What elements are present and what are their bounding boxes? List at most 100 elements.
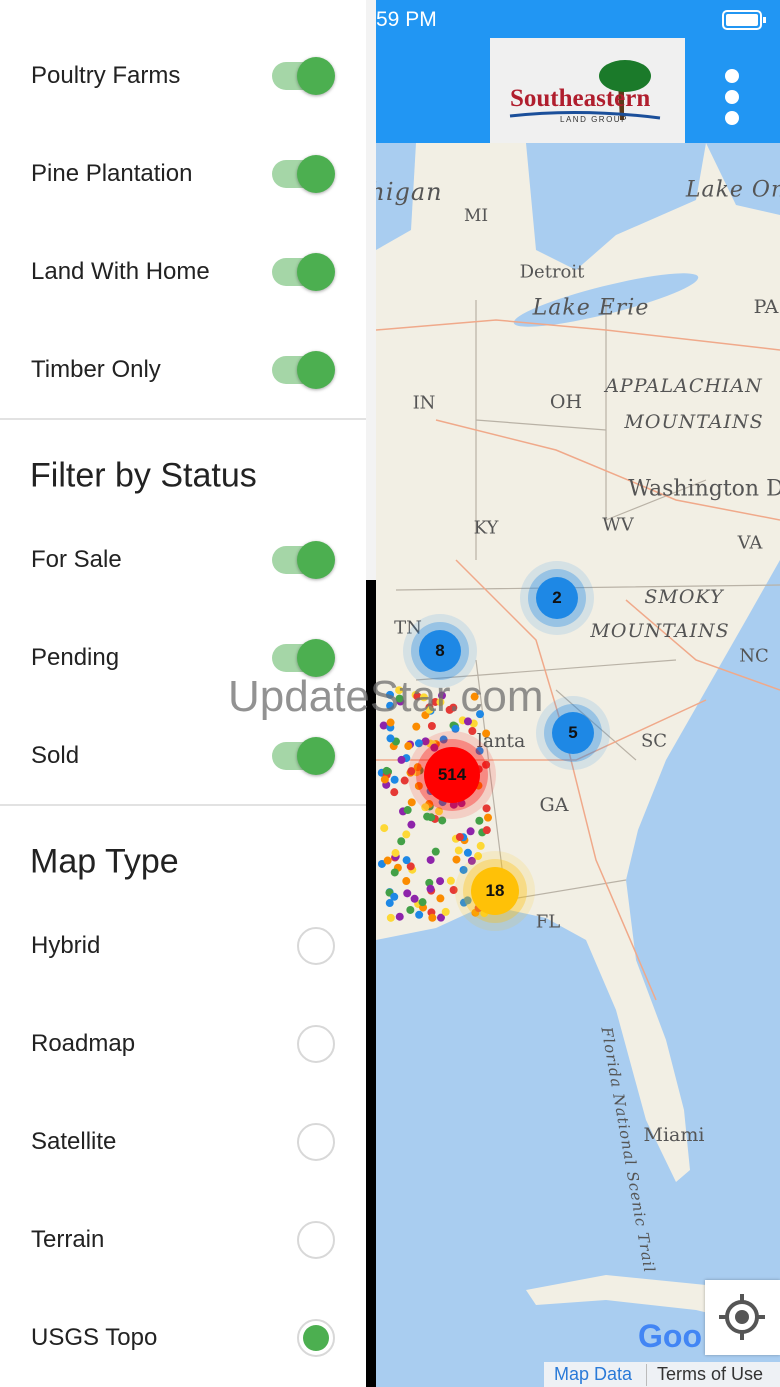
listing-dot: [390, 775, 399, 784]
cluster-marker[interactable]: 8: [419, 630, 461, 672]
listing-dot: [484, 813, 493, 822]
radio-dot: [303, 1325, 329, 1351]
cluster-marker[interactable]: 514: [424, 747, 480, 803]
listing-dot: [427, 813, 436, 822]
listing-dot: [421, 803, 430, 812]
status-label: Sold: [31, 742, 80, 769]
listing-dot: [425, 705, 434, 714]
cluster-marker[interactable]: 18: [471, 867, 519, 915]
menu-dot: [725, 69, 739, 83]
section-title: Filter by Status: [30, 456, 257, 495]
listing-dot: [418, 898, 427, 907]
listing-dot: [467, 856, 476, 865]
map-label: higan: [376, 178, 443, 206]
listing-dot: [435, 807, 444, 816]
listing-dot: [395, 686, 404, 695]
battery-tip: [763, 17, 766, 23]
listing-dot: [438, 816, 447, 825]
listing-dot: [421, 737, 430, 746]
map-canvas: [376, 0, 780, 1387]
listing-dot: [390, 788, 399, 797]
listing-dot: [436, 698, 445, 707]
tree-crown: [599, 60, 651, 92]
battery-outline: [722, 10, 762, 30]
listing-dot: [451, 724, 460, 733]
listing-dot: [427, 722, 436, 731]
toggle[interactable]: [270, 56, 336, 96]
radio-button[interactable]: [297, 1221, 335, 1259]
map-type-label: Terrain: [31, 1226, 105, 1253]
map-label: KY: [473, 517, 499, 539]
radio-button[interactable]: [297, 927, 335, 965]
toggle[interactable]: [270, 252, 336, 292]
status-label: Pending: [31, 644, 120, 671]
toggle[interactable]: [270, 350, 336, 390]
listing-dot: [470, 692, 479, 701]
cluster-marker[interactable]: 2: [536, 577, 578, 619]
map-data-link[interactable]: Map Data: [554, 1364, 633, 1384]
battery-level: [726, 14, 758, 26]
toggle-knob: [297, 737, 335, 775]
separator: [0, 804, 366, 806]
listing-dot: [386, 734, 395, 743]
listing-dot: [414, 739, 423, 748]
battery-icon: [722, 10, 766, 30]
listing-dot: [395, 912, 404, 921]
toggle[interactable]: [270, 540, 336, 580]
toggle-knob: [297, 253, 335, 291]
map-label: MOUNTAINS: [590, 620, 730, 642]
logo-swoosh: [509, 110, 661, 120]
locate-button[interactable]: [705, 1280, 780, 1355]
listing-dot: [436, 913, 445, 922]
map[interactable]: higan MI Lake On Detroit Lake Erie PA IN OH APPA…: [376, 0, 780, 1387]
radio-button[interactable]: [297, 1025, 335, 1063]
toggle[interactable]: [270, 638, 336, 678]
listing-dot: [402, 877, 411, 886]
listing-dot: [482, 760, 491, 769]
radio-button[interactable]: [297, 1319, 335, 1357]
listing-dot: [428, 913, 437, 922]
footer-separator: [646, 1364, 647, 1386]
status-time: 59 PM: [376, 8, 437, 31]
logo[interactable]: Southeastern LAND GROUP: [490, 38, 685, 143]
map-label: MOUNTAINS: [624, 411, 764, 433]
separator: [0, 418, 366, 420]
listing-dot: [466, 827, 475, 836]
toggle[interactable]: [270, 736, 336, 776]
radio-button[interactable]: [297, 1123, 335, 1161]
tree-trunk: [618, 83, 624, 120]
listing-dot: [419, 693, 428, 702]
filter-label: Poultry Farms: [31, 62, 181, 89]
listing-dot: [415, 910, 424, 919]
listing-dot: [406, 862, 415, 871]
lake: [376, 143, 416, 250]
toggle-knob: [297, 155, 335, 193]
listing-dot: [404, 742, 413, 751]
listing-dot: [482, 826, 491, 835]
menu-button[interactable]: [720, 64, 744, 130]
watermark: UpdateStar.com: [228, 672, 544, 721]
cluster-marker[interactable]: 5: [552, 712, 594, 754]
listing-dot: [468, 727, 477, 736]
listing-dot: [413, 763, 422, 772]
map-label: PA: [753, 296, 779, 318]
listing-dot: [437, 691, 446, 700]
filter-label: Pine Plantation: [31, 160, 193, 187]
map-label: IN: [412, 392, 436, 414]
listing-dot: [386, 701, 395, 710]
toggle[interactable]: [270, 154, 336, 194]
listing-dot: [400, 776, 409, 785]
listing-dot: [459, 865, 468, 874]
terms-link[interactable]: Terms of Use: [657, 1364, 764, 1384]
map-label: OH: [549, 391, 583, 413]
listing-dot: [436, 877, 445, 886]
listing-dot: [426, 855, 435, 864]
toggle-knob: [297, 639, 335, 677]
map-label: SMOKY: [644, 586, 724, 608]
menu-dot: [725, 111, 739, 125]
listing-dot: [397, 755, 406, 764]
listing-dot: [407, 820, 416, 829]
map-label: APPALACHIAN: [605, 375, 763, 397]
listing-dot: [386, 913, 395, 922]
